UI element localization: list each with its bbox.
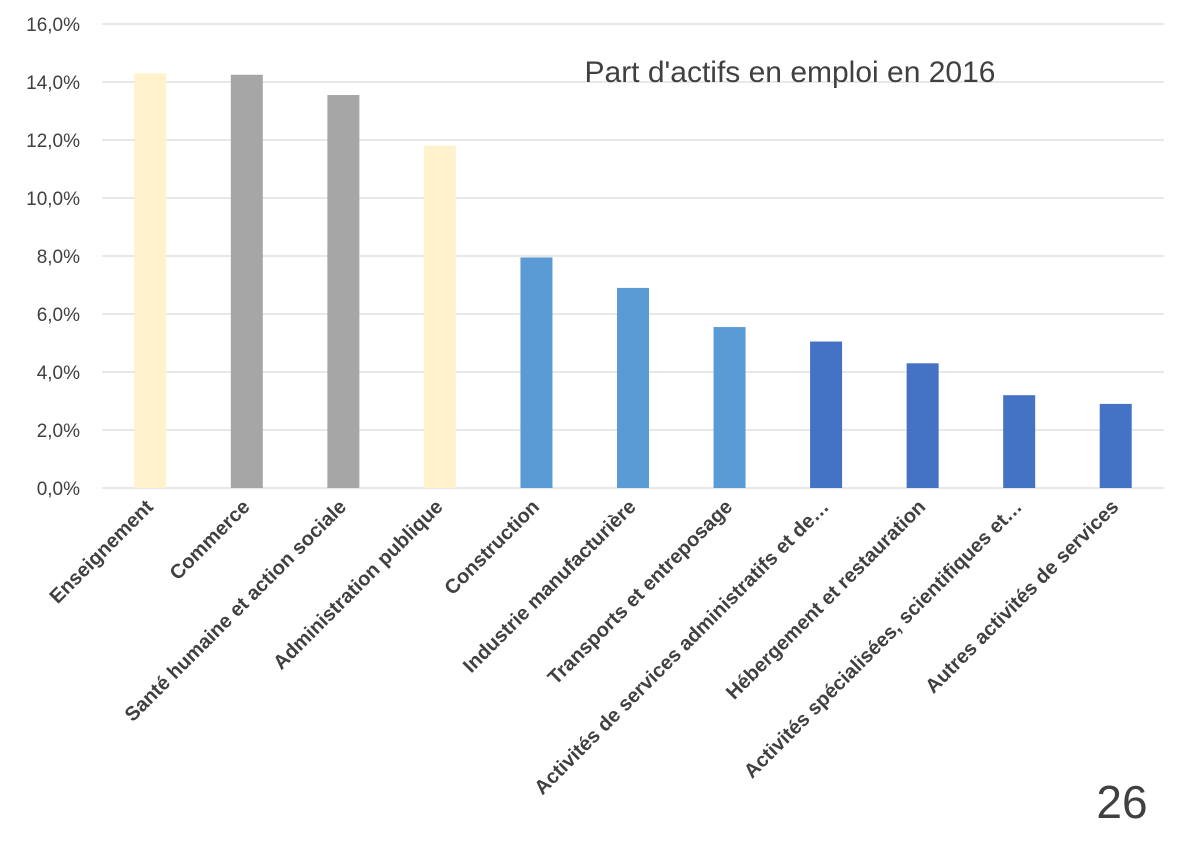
- bar: [134, 73, 167, 489]
- y-tick-label: 10,0%: [26, 189, 80, 210]
- bar: [327, 95, 360, 489]
- bar: [1099, 403, 1132, 488]
- bar: [617, 287, 649, 488]
- bar: [906, 363, 939, 488]
- x-category-label: Administration publique: [269, 496, 447, 674]
- y-tick-label: 4,0%: [37, 363, 80, 384]
- gridlines: [102, 23, 1164, 489]
- chart-title: Part d'actifs en emploi en 2016: [585, 56, 996, 89]
- y-tick-label: 8,0%: [37, 247, 80, 268]
- x-category-label: Commerce: [166, 496, 255, 585]
- bars: [134, 73, 1132, 489]
- x-category-label: Transports et entreposage: [544, 496, 737, 689]
- x-category-label: Autres activités de services: [921, 496, 1123, 698]
- bar: [230, 74, 263, 488]
- bar: [520, 257, 553, 488]
- page-number: 26: [1096, 776, 1147, 828]
- y-tick-label: 12,0%: [26, 131, 80, 152]
- y-tick-label: 0,0%: [37, 479, 80, 500]
- y-tick-label: 16,0%: [26, 15, 80, 36]
- bar: [423, 145, 456, 489]
- bar: [810, 341, 843, 488]
- x-category-label: Industrie manufacturière: [459, 496, 640, 677]
- bar: [713, 327, 746, 488]
- y-tick-label: 6,0%: [37, 305, 80, 326]
- y-tick-label: 2,0%: [37, 421, 80, 442]
- x-category-label: Enseignement: [46, 496, 158, 608]
- x-category-label: Construction: [440, 496, 544, 600]
- x-category-label: Hébergement et restauration: [722, 496, 930, 704]
- bar: [1003, 395, 1036, 488]
- y-tick-label: 14,0%: [26, 73, 80, 94]
- y-axis-tick-labels: 0,0% 2,0% 4,0% 6,0% 8,0% 10,0% 12,0% 14,0% 16,0%: [26, 15, 80, 500]
